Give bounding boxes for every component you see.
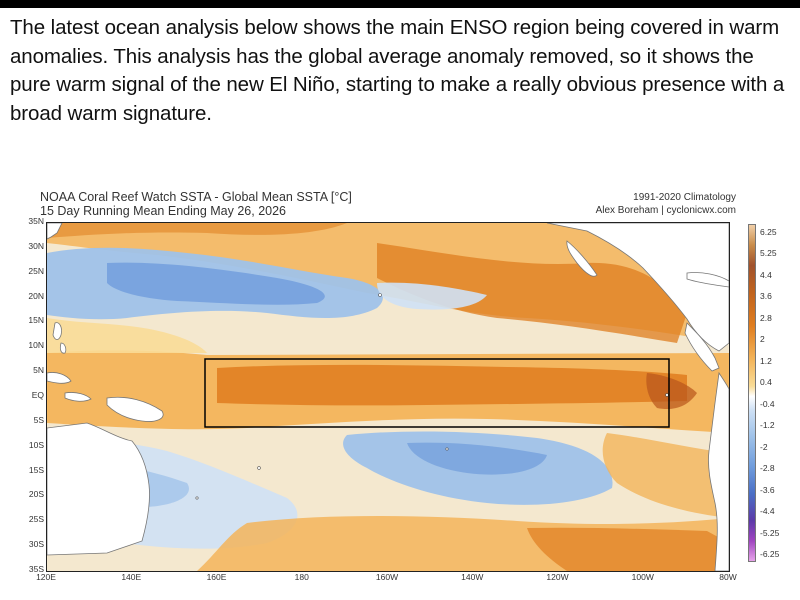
colorbar-tick-label: 2 <box>760 334 765 345</box>
equatorial-warm-core <box>217 364 687 406</box>
lon-label: 140W <box>461 572 484 582</box>
lat-label: 35S <box>28 564 44 574</box>
map-title: NOAA Coral Reef Watch SSTA - Global Mean… <box>40 190 352 218</box>
lon-label: 180 <box>294 572 309 582</box>
fiji-islands <box>257 466 261 470</box>
colorbar-tick-label: 3.6 <box>760 291 772 302</box>
east-asia-landmass <box>47 223 63 240</box>
colorbar-gradient <box>748 224 756 562</box>
lon-label: 100W <box>631 572 654 582</box>
north-cool-patch <box>377 282 487 310</box>
north-america-landmass <box>546 223 729 352</box>
map-title-line2: 15 Day Running Mean Ending May 26, 2026 <box>40 204 286 218</box>
lon-label: 120W <box>546 572 569 582</box>
colorbar-tick-label: 5.25 <box>760 248 777 259</box>
colorbar-tick-label: 2.8 <box>760 312 772 323</box>
colorbar-tick-label: -4.4 <box>760 506 775 517</box>
colorbar-tick-label: -1.2 <box>760 420 775 431</box>
lat-label: 20S <box>28 489 44 500</box>
colorbar-tick-label: 1.2 <box>760 355 772 366</box>
hawaii-islands <box>378 293 382 297</box>
lat-label: 30S <box>28 539 44 550</box>
southeast-warm-coast <box>602 433 729 518</box>
lat-label: 30N <box>28 240 44 251</box>
lon-label: 120E <box>36 572 56 582</box>
tahiti-islands <box>445 447 449 451</box>
colorbar-tick-label: -3.6 <box>760 484 775 495</box>
south-warm-core <box>527 527 729 571</box>
enso-region-box <box>204 358 670 428</box>
top-bar <box>0 0 800 8</box>
lat-label: 10S <box>28 439 44 450</box>
lat-label: 35N <box>28 216 44 226</box>
lat-label: 25S <box>28 514 44 525</box>
lat-label: 5N <box>33 365 44 376</box>
lat-label: 10N <box>28 340 44 351</box>
article-paragraph: The latest ocean analysis below shows th… <box>10 16 785 125</box>
colorbar <box>748 224 756 562</box>
lon-label: 160W <box>375 572 399 582</box>
south-america-landmass <box>708 371 729 571</box>
lat-label: EQ <box>31 390 44 400</box>
north-pacific-deep-warm <box>377 243 687 343</box>
new-caledonia-island <box>195 496 199 500</box>
colorbar-tick-label: 0.4 <box>760 377 772 388</box>
climatology-label: 1991-2020 Climatology <box>633 192 736 203</box>
lat-label: 20N <box>28 290 44 301</box>
north-cool-core <box>107 262 325 305</box>
philippines-islands <box>52 322 67 354</box>
lat-label: 15N <box>28 315 44 326</box>
colorbar-tick-label: -5.25 <box>760 527 780 538</box>
australia-landmass <box>47 422 150 556</box>
colorbar-tick-label: -0.4 <box>760 398 775 409</box>
lat-label: 5S <box>33 414 44 425</box>
indonesia-islands <box>47 372 92 402</box>
lat-label: 15S <box>28 464 44 475</box>
map-credit: 1991-2020 Climatology Alex Boreham | cyc… <box>596 191 736 217</box>
colorbar-tick-label: -2 <box>760 441 768 452</box>
north-warm-top-edge <box>47 223 347 238</box>
west-pacific-warm-light <box>47 318 207 353</box>
author-credit: Alex Boreham | cyclonicwx.com <box>595 205 736 216</box>
equatorial-strong-core <box>646 373 697 410</box>
lat-label: 25N <box>28 265 44 276</box>
colorbar-tick-label: -2.8 <box>760 463 775 474</box>
lon-label: 80W <box>719 572 737 582</box>
colorbar-tick-label: -6.25 <box>760 549 780 559</box>
galapagos-islands <box>665 393 669 397</box>
new-guinea-island <box>106 396 164 422</box>
map-title-line1: NOAA Coral Reef Watch SSTA - Global Mean… <box>40 190 352 204</box>
baja-california <box>566 240 598 277</box>
central-america <box>684 322 720 372</box>
lon-label: 160E <box>206 572 227 582</box>
south-cool-core <box>407 442 547 475</box>
colorbar-tick-label: 6.25 <box>760 227 777 237</box>
lon-label: 140E <box>121 572 142 582</box>
cuba-island <box>686 272 729 288</box>
sst-anomaly-map-figure: NOAA Coral Reef Watch SSTA - Global Mean… <box>0 180 800 600</box>
anomaly-field <box>47 223 729 571</box>
colorbar-tick-label: 4.4 <box>760 269 772 280</box>
map-frame <box>46 222 730 572</box>
